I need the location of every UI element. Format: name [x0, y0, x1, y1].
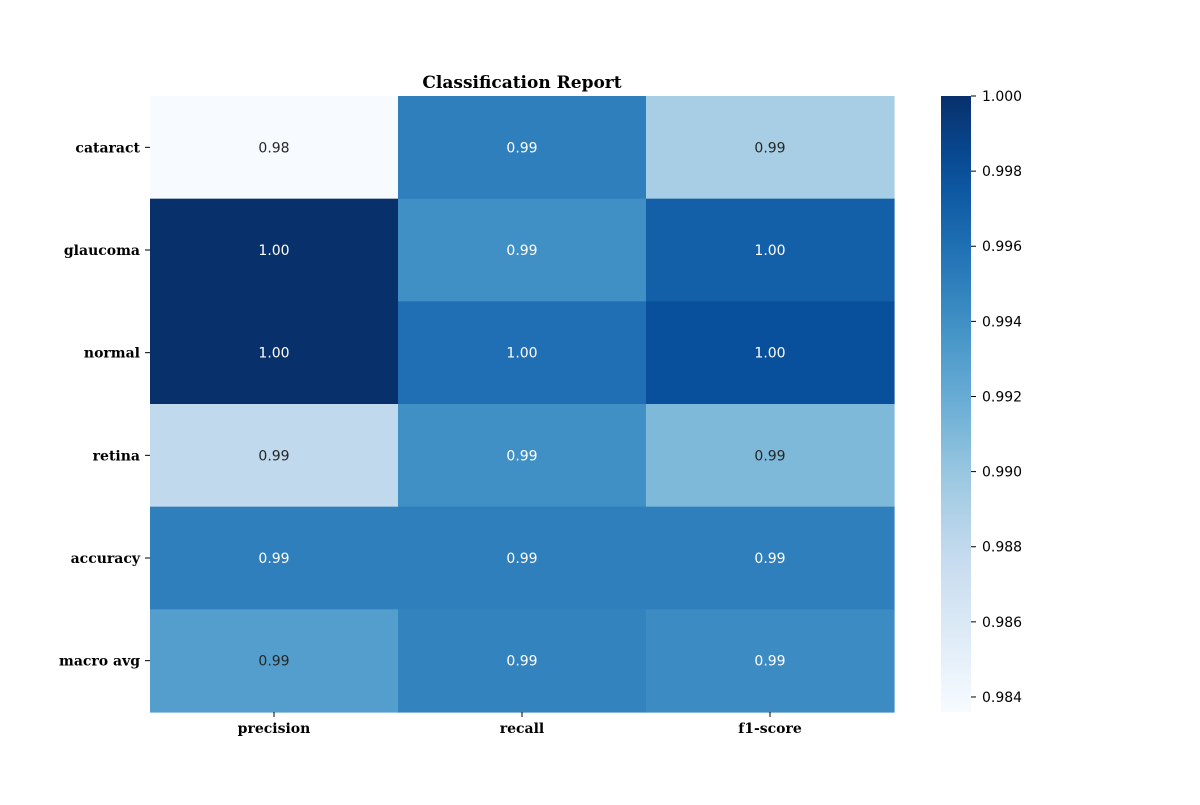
column-label: precision	[238, 721, 311, 737]
heatmap-cell-retina-f1-score	[646, 404, 895, 508]
heatmap-cells: 0.98 0.99 0.99 1.00 0.99 1.00 1.00 1.00 1.00 0.99…	[150, 96, 895, 713]
cell-annotation: 0.99	[754, 654, 785, 670]
heatmap-cell-retina-recall	[398, 404, 647, 508]
colorbar-tick-label: 0.990	[982, 465, 1022, 481]
cell-annotation: 1.00	[506, 346, 537, 362]
heatmap-cell-glaucoma-f1-score	[646, 198, 895, 302]
colorbar	[941, 96, 971, 712]
column-labels: precision recall f1-score	[238, 712, 802, 737]
cell-annotation: 0.99	[506, 654, 537, 670]
colorbar-tick-label: 0.996	[982, 239, 1022, 255]
cell-annotation: 1.00	[754, 243, 785, 259]
cell-annotation: 0.99	[506, 140, 537, 156]
column-label: recall	[500, 721, 545, 737]
row-label: macro avg	[59, 654, 140, 670]
heatmap-cell-normal-precision	[150, 301, 399, 405]
chart-title: Classification Report	[422, 73, 621, 93]
colorbar-tick-label: 0.998	[982, 164, 1022, 180]
heatmap-cell-cataract-recall	[398, 96, 647, 200]
cell-annotation: 0.99	[506, 243, 537, 259]
heatmap-cell-retina-precision	[150, 404, 399, 508]
colorbar-tick-label: 0.986	[982, 615, 1022, 631]
heatmap-cell-cataract-precision	[150, 96, 399, 200]
heatmap-cell-accuracy-recall	[398, 506, 647, 610]
cell-annotation: 0.99	[754, 551, 785, 567]
heatmap-cell-glaucoma-precision	[150, 198, 399, 302]
heatmap-cell-macro-avg-f1-score	[646, 609, 895, 713]
heatmap-cell-normal-recall	[398, 301, 647, 405]
row-label: retina	[93, 448, 140, 464]
heatmap-cell-cataract-f1-score	[646, 96, 895, 200]
heatmap-cell-accuracy-precision	[150, 506, 399, 610]
cell-annotation: 1.00	[258, 243, 289, 259]
cell-annotation: 0.99	[258, 551, 289, 567]
column-label: f1-score	[738, 721, 802, 737]
cell-annotation: 1.00	[258, 346, 289, 362]
heatmap-cell-normal-f1-score	[646, 301, 895, 405]
heatmap-cell-macro-avg-precision	[150, 609, 399, 713]
row-label: glaucoma	[64, 243, 140, 259]
cell-annotation: 0.99	[506, 448, 537, 464]
heatmap-cell-glaucoma-recall	[398, 198, 647, 302]
heatmap-cell-accuracy-f1-score	[646, 506, 895, 610]
cell-annotation: 0.99	[258, 654, 289, 670]
cell-annotation: 0.99	[754, 140, 785, 156]
cell-annotation: 0.98	[258, 140, 289, 156]
cell-annotation: 0.99	[258, 448, 289, 464]
colorbar-ticks: 0.984 0.986 0.988 0.990 0.992 0.994 0.996 0.998…	[971, 89, 1022, 706]
heatmap-cell-macro-avg-recall	[398, 609, 647, 713]
cell-annotation: 0.99	[754, 448, 785, 464]
colorbar-tick-label: 0.984	[982, 690, 1022, 706]
colorbar-tick-label: 0.988	[982, 540, 1022, 556]
row-label: normal	[84, 346, 140, 362]
cell-annotation: 0.99	[506, 551, 537, 567]
colorbar-tick-label: 0.992	[982, 389, 1022, 405]
cell-annotation: 1.00	[754, 346, 785, 362]
row-label: accuracy	[71, 551, 141, 567]
colorbar-tick-label: 0.994	[982, 314, 1022, 330]
row-label: cataract	[75, 140, 140, 156]
row-labels: cataract glaucoma normal retina accuracy macr…	[59, 140, 150, 670]
colorbar-tick-label: 1.000	[982, 89, 1022, 105]
